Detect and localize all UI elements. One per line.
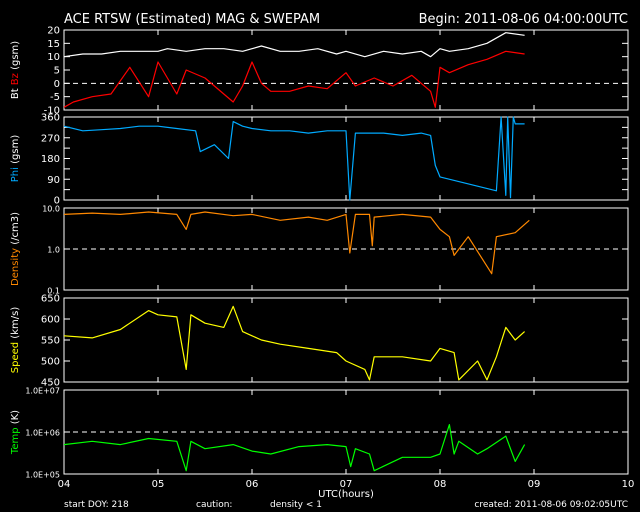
caution-label: caution: bbox=[196, 500, 232, 510]
x-tick-label: 04 bbox=[58, 479, 71, 490]
y-axis-label-part: Bz bbox=[10, 73, 21, 88]
y-tick-label: -10 bbox=[44, 106, 60, 117]
series-line-phi bbox=[63, 116, 525, 201]
y-tick-label: 90 bbox=[47, 175, 60, 186]
chart-title: ACE RTSW (Estimated) MAG & SWEPAM bbox=[64, 12, 320, 27]
x-tick-label: 10 bbox=[622, 479, 635, 490]
start-doy: start DOY: 218 bbox=[64, 500, 129, 510]
y-axis-label-part: (gsm) bbox=[10, 41, 21, 73]
series-line-speed bbox=[63, 305, 525, 381]
y-tick-label: 500 bbox=[41, 357, 60, 368]
x-tick-label: 06 bbox=[246, 479, 259, 490]
y-tick-label: 10.0 bbox=[42, 205, 60, 214]
y-tick-label: 5 bbox=[54, 66, 60, 77]
x-tick-label: 08 bbox=[434, 479, 447, 490]
y-tick-label: 0 bbox=[54, 196, 60, 207]
y-axis-label: Phi (gsm) bbox=[10, 135, 21, 183]
y-tick-label: 0.1 bbox=[47, 287, 60, 296]
created-time: created: 2011-08-06 09:02:05UTC bbox=[474, 500, 628, 510]
y-tick-label: 450 bbox=[41, 378, 60, 389]
y-tick-label: 1.0E+07 bbox=[25, 387, 60, 396]
y-tick-label: 15 bbox=[47, 39, 60, 50]
x-tick-label: 05 bbox=[152, 479, 165, 490]
y-tick-label: 20 bbox=[47, 26, 60, 37]
x-axis-label: UTC(hours) bbox=[318, 489, 374, 500]
y-tick-label: 1.0 bbox=[47, 246, 60, 255]
y-tick-label: 1.0E+05 bbox=[25, 471, 60, 480]
y-axis-label-part: (km/s) bbox=[10, 307, 21, 342]
y-tick-label: 270 bbox=[41, 133, 60, 144]
y-axis-label-part: (gsm) bbox=[10, 135, 21, 167]
y-axis-label-part: Bt bbox=[10, 88, 21, 99]
y-axis-label-part: Temp bbox=[10, 427, 21, 455]
y-axis-label: Temp (K) bbox=[10, 410, 21, 455]
series-line-bt bbox=[63, 32, 525, 58]
y-tick-label: 550 bbox=[41, 336, 60, 347]
begin-time: Begin: 2011-08-06 04:00:00UTC bbox=[419, 12, 628, 27]
y-tick-label: -5 bbox=[50, 92, 60, 103]
y-axis-label-part: Phi bbox=[10, 167, 21, 182]
series-line-density bbox=[63, 211, 530, 275]
y-tick-label: 1.0E+06 bbox=[25, 429, 60, 438]
series-line-temp bbox=[63, 424, 526, 472]
y-axis-label: Bt Bz (gsm) bbox=[10, 41, 21, 99]
y-axis-label-part: (/cm3) bbox=[10, 212, 21, 248]
y-tick-label: 360 bbox=[41, 113, 60, 124]
x-tick-label: 09 bbox=[528, 479, 541, 490]
y-axis-label-part: Speed bbox=[10, 342, 21, 373]
y-tick-label: 0 bbox=[54, 79, 60, 90]
y-tick-label: 180 bbox=[41, 154, 60, 165]
x-tick-label: 07 bbox=[340, 479, 353, 490]
y-axis-label-part: Density bbox=[10, 248, 21, 286]
series-line-bz bbox=[63, 50, 525, 108]
y-axis-label-part: (K) bbox=[10, 410, 21, 428]
y-tick-label: 600 bbox=[41, 315, 60, 326]
y-tick-label: 10 bbox=[47, 52, 60, 63]
y-tick-label: 650 bbox=[41, 294, 60, 305]
y-axis-label: Density (/cm3) bbox=[10, 212, 21, 286]
y-axis-label: Speed (km/s) bbox=[10, 307, 21, 374]
density-note: density < 1 bbox=[270, 500, 322, 510]
